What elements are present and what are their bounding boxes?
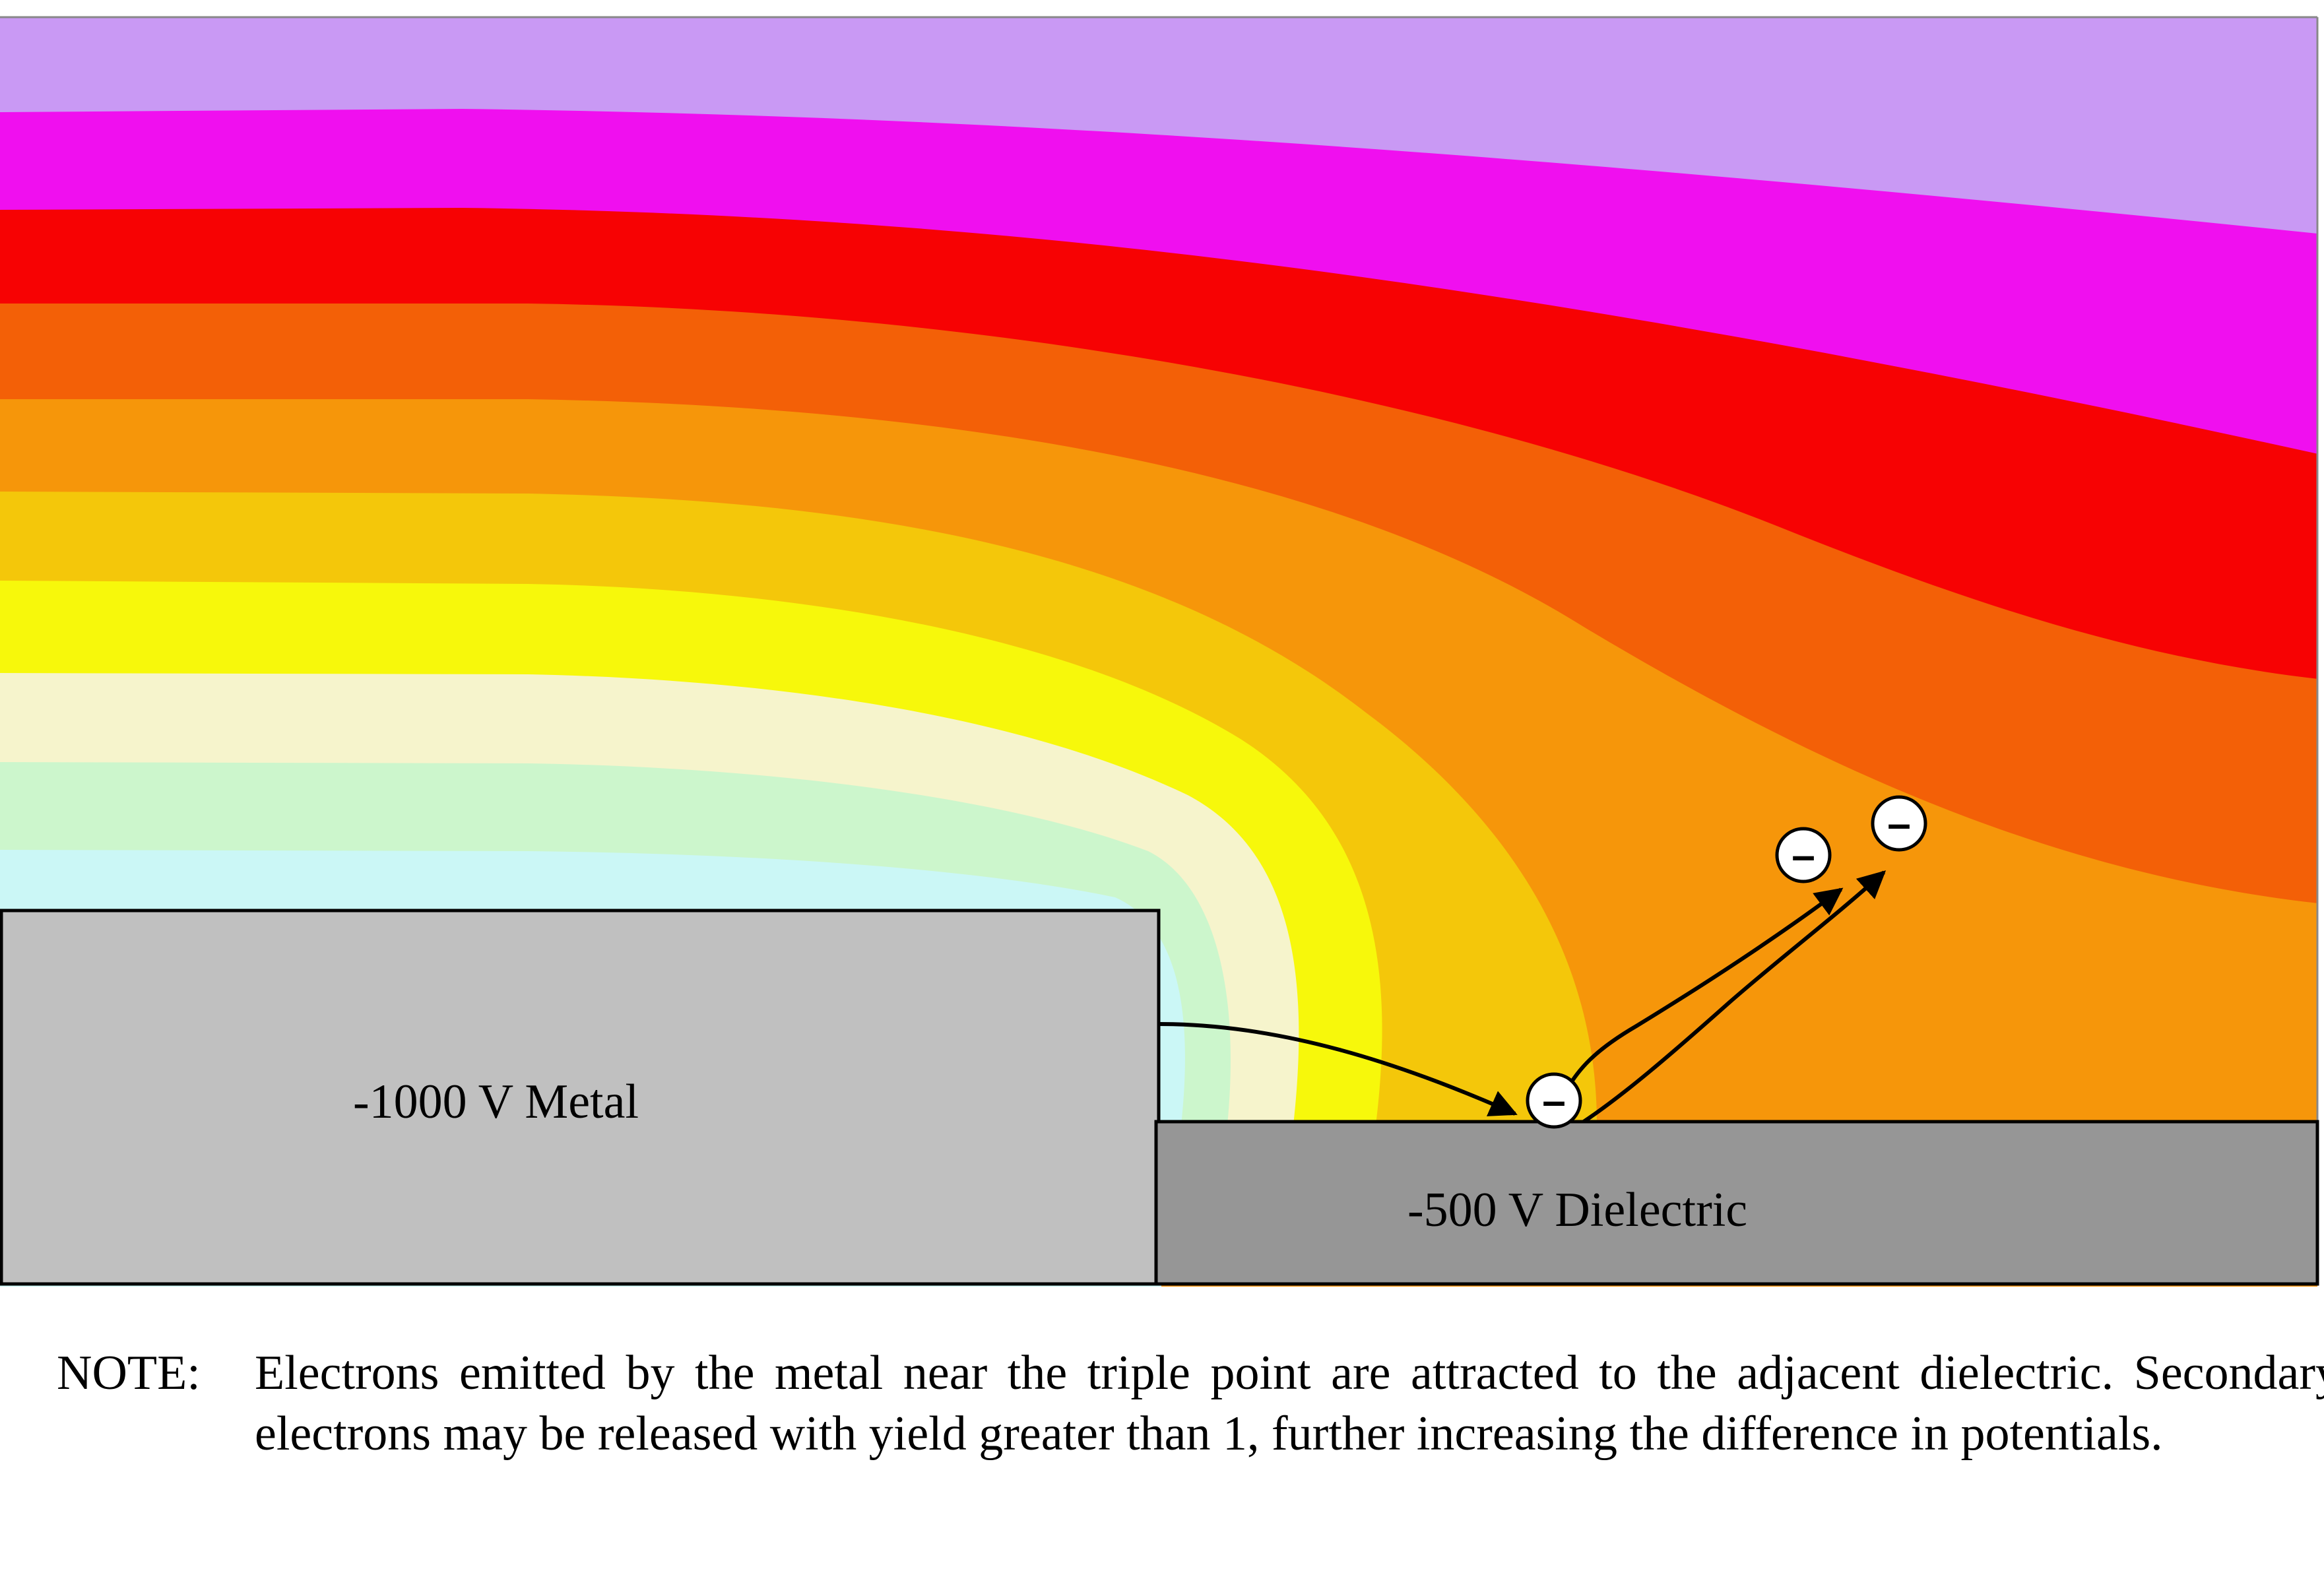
electron-sign: – [1542,1077,1566,1124]
note-text: Electrons emitted by the metal near the … [255,1346,2324,1461]
primary-trajectory [1158,1022,1518,1116]
field-diagram: -1000 V Metal -500 V Dielectric – – – [0,16,2319,1287]
secondary-electron-1: – [1775,827,1832,883]
electron-icon [1526,1072,1582,1129]
secondary-electron-2: – [1871,795,1927,852]
electron-sign: – [1791,831,1815,879]
dielectric-label: -500 V Dielectric [1407,1183,1747,1237]
secondary-trajectory-2 [1582,870,1887,1124]
electron-at-surface: – [1526,1072,1582,1129]
electron-icon [1775,827,1832,883]
secondary-trajectory-1 [1562,887,1844,1097]
note-label: NOTE: [57,1346,201,1400]
electron-sign: – [1887,800,1911,847]
dielectric-block [1154,1120,2319,1286]
electron-icon [1871,795,1927,852]
metal-block [0,909,1161,1286]
metal-label: -1000 V Metal [353,1075,639,1129]
